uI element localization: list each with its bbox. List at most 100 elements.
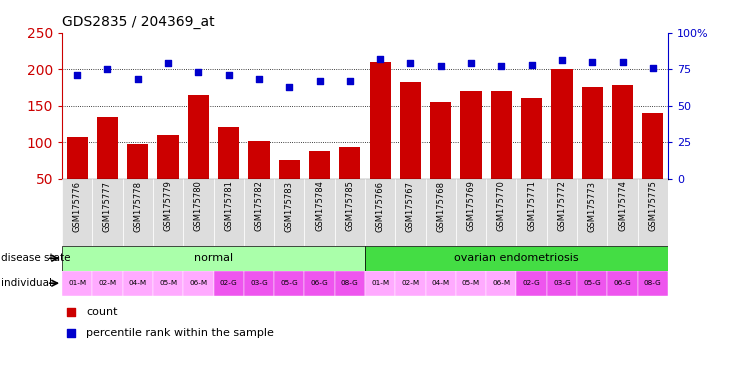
Text: GSM175766: GSM175766 bbox=[376, 180, 385, 232]
FancyBboxPatch shape bbox=[123, 271, 153, 296]
Text: GSM175778: GSM175778 bbox=[134, 180, 142, 232]
FancyBboxPatch shape bbox=[577, 271, 607, 296]
FancyBboxPatch shape bbox=[153, 179, 183, 246]
Bar bbox=[279, 161, 300, 179]
Text: 06-G: 06-G bbox=[311, 280, 329, 286]
Text: GSM175784: GSM175784 bbox=[315, 180, 324, 232]
Text: GSM175775: GSM175775 bbox=[648, 180, 657, 232]
Text: 01-M: 01-M bbox=[371, 280, 389, 286]
Point bbox=[101, 66, 113, 72]
FancyBboxPatch shape bbox=[365, 179, 396, 246]
Text: 02-G: 02-G bbox=[523, 280, 540, 286]
Text: percentile rank within the sample: percentile rank within the sample bbox=[86, 328, 274, 338]
Point bbox=[435, 63, 447, 69]
Text: 02-G: 02-G bbox=[220, 280, 237, 286]
Text: 04-M: 04-M bbox=[128, 280, 147, 286]
Text: GSM175767: GSM175767 bbox=[406, 180, 415, 232]
Point bbox=[253, 76, 265, 83]
FancyBboxPatch shape bbox=[123, 179, 153, 246]
Point bbox=[374, 56, 386, 62]
Point bbox=[65, 310, 77, 316]
FancyBboxPatch shape bbox=[153, 271, 183, 296]
FancyBboxPatch shape bbox=[183, 271, 214, 296]
Text: GSM175771: GSM175771 bbox=[527, 180, 536, 232]
Text: 05-M: 05-M bbox=[462, 280, 480, 286]
Bar bbox=[127, 144, 148, 179]
Point bbox=[465, 60, 477, 66]
FancyBboxPatch shape bbox=[486, 179, 517, 246]
Bar bbox=[612, 85, 633, 179]
Text: GSM175779: GSM175779 bbox=[164, 180, 172, 232]
FancyBboxPatch shape bbox=[274, 271, 304, 296]
FancyBboxPatch shape bbox=[274, 179, 304, 246]
Point bbox=[223, 72, 234, 78]
Text: GSM175770: GSM175770 bbox=[497, 180, 506, 232]
FancyBboxPatch shape bbox=[426, 271, 456, 296]
FancyBboxPatch shape bbox=[183, 179, 214, 246]
Text: ovarian endometriosis: ovarian endometriosis bbox=[454, 253, 579, 263]
Bar bbox=[521, 98, 542, 179]
Text: 08-G: 08-G bbox=[644, 280, 661, 286]
Text: GSM175785: GSM175785 bbox=[345, 180, 354, 232]
Text: GSM175776: GSM175776 bbox=[73, 180, 82, 232]
FancyBboxPatch shape bbox=[456, 179, 486, 246]
Text: GSM175773: GSM175773 bbox=[588, 180, 596, 232]
Bar bbox=[158, 135, 179, 179]
Bar bbox=[248, 141, 269, 179]
FancyBboxPatch shape bbox=[62, 246, 365, 271]
Point bbox=[344, 78, 356, 84]
Point bbox=[647, 65, 658, 71]
FancyBboxPatch shape bbox=[396, 271, 426, 296]
Text: GDS2835 / 204369_at: GDS2835 / 204369_at bbox=[62, 15, 215, 29]
FancyBboxPatch shape bbox=[517, 179, 547, 246]
Bar bbox=[369, 62, 391, 179]
FancyBboxPatch shape bbox=[335, 179, 365, 246]
FancyBboxPatch shape bbox=[365, 271, 396, 296]
Bar bbox=[218, 127, 239, 179]
Point bbox=[132, 76, 144, 83]
Text: 08-G: 08-G bbox=[341, 280, 358, 286]
Bar bbox=[97, 117, 118, 179]
FancyBboxPatch shape bbox=[214, 271, 244, 296]
Point bbox=[65, 329, 77, 336]
Point bbox=[283, 84, 295, 90]
FancyBboxPatch shape bbox=[517, 271, 547, 296]
FancyBboxPatch shape bbox=[335, 271, 365, 296]
Bar bbox=[551, 69, 572, 179]
Bar bbox=[582, 88, 603, 179]
Text: 02-M: 02-M bbox=[402, 280, 420, 286]
FancyBboxPatch shape bbox=[93, 179, 123, 246]
Bar bbox=[430, 102, 451, 179]
Point bbox=[526, 62, 537, 68]
FancyBboxPatch shape bbox=[62, 271, 93, 296]
FancyBboxPatch shape bbox=[638, 271, 668, 296]
FancyBboxPatch shape bbox=[607, 179, 638, 246]
Text: 05-G: 05-G bbox=[583, 280, 601, 286]
Text: disease state: disease state bbox=[1, 253, 71, 263]
Text: count: count bbox=[86, 308, 118, 318]
Text: GSM175769: GSM175769 bbox=[466, 180, 475, 232]
Point bbox=[193, 69, 204, 75]
Text: 06-G: 06-G bbox=[614, 280, 631, 286]
FancyBboxPatch shape bbox=[426, 179, 456, 246]
FancyBboxPatch shape bbox=[244, 271, 274, 296]
Point bbox=[586, 59, 598, 65]
Text: 02-M: 02-M bbox=[99, 280, 117, 286]
Bar bbox=[461, 91, 482, 179]
Point bbox=[617, 59, 629, 65]
Text: 06-M: 06-M bbox=[189, 280, 207, 286]
Text: 05-M: 05-M bbox=[159, 280, 177, 286]
Point bbox=[404, 60, 416, 66]
Text: GSM175780: GSM175780 bbox=[194, 180, 203, 232]
Point bbox=[314, 78, 326, 84]
Text: GSM175782: GSM175782 bbox=[255, 180, 264, 232]
Point bbox=[556, 57, 568, 63]
FancyBboxPatch shape bbox=[577, 179, 607, 246]
Text: individual: individual bbox=[1, 278, 53, 288]
FancyBboxPatch shape bbox=[304, 271, 335, 296]
FancyBboxPatch shape bbox=[456, 271, 486, 296]
Text: GSM175772: GSM175772 bbox=[558, 180, 566, 232]
FancyBboxPatch shape bbox=[638, 179, 668, 246]
Text: 03-G: 03-G bbox=[553, 280, 571, 286]
Text: 06-M: 06-M bbox=[492, 280, 510, 286]
